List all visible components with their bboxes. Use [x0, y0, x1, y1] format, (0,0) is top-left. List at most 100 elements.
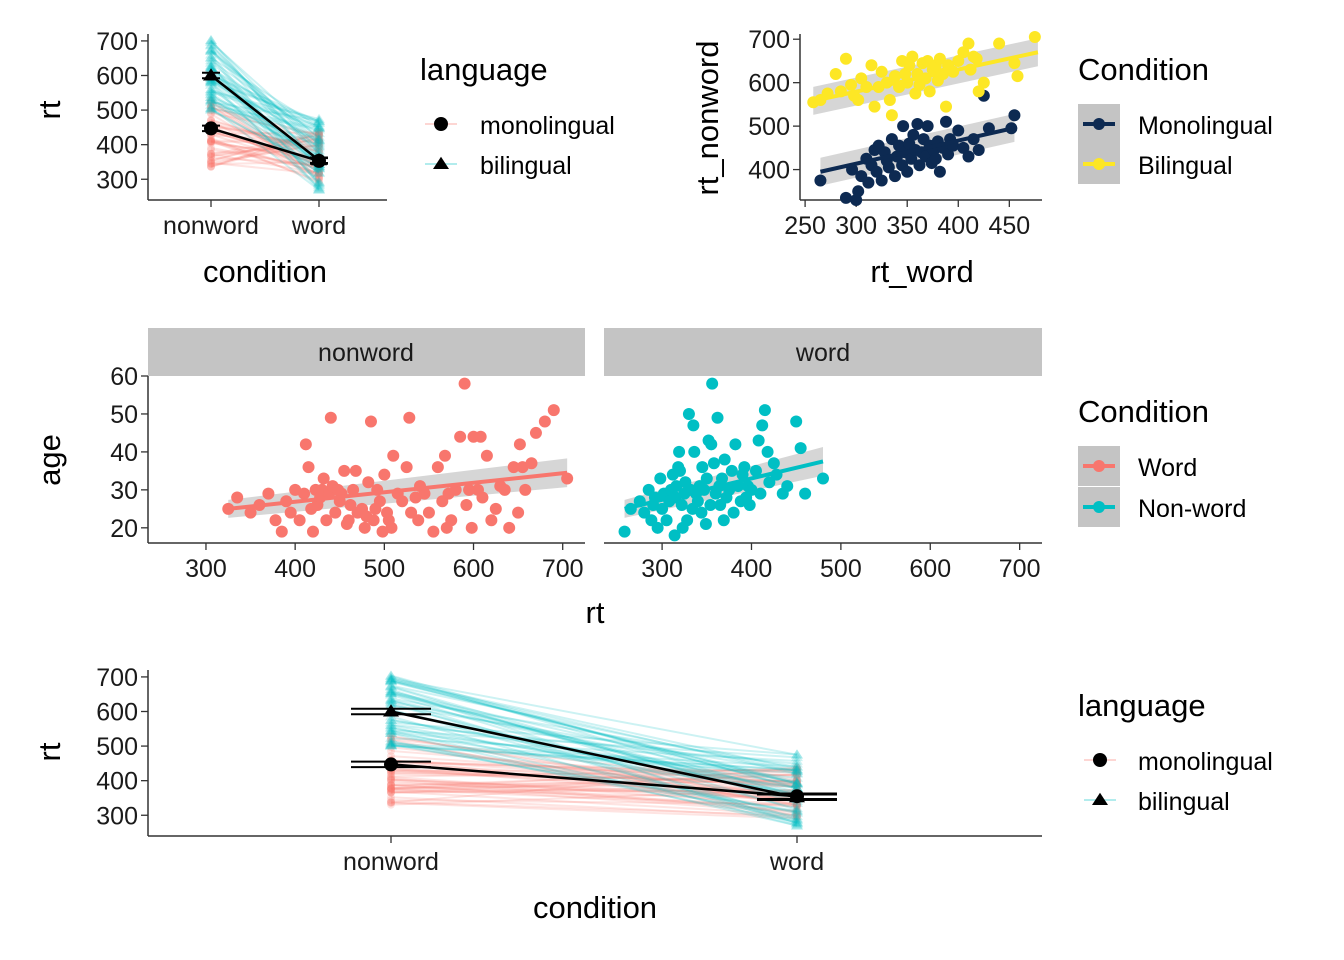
- panel-a-subject-line-monolingual: [210, 161, 320, 165]
- panel-a-subject-line-monolingual: [210, 139, 320, 142]
- panel-c-facet-nonword-point: [400, 461, 413, 474]
- panel-d-subject-point-monolingual: [387, 781, 395, 790]
- panel-a-mean-point-monolingual: [204, 121, 218, 136]
- panel-c-legend-key-point-word: [1093, 460, 1105, 472]
- panel-d-subject-point-bilingual: [385, 699, 397, 709]
- panel-d-subject-point-monolingual: [387, 774, 395, 783]
- panel-d-subject-line-bilingual: [390, 674, 798, 790]
- panel-d-subject-point-bilingual: [385, 714, 397, 724]
- panel-d-subject-point-bilingual: [385, 683, 397, 694]
- panel-d-subject-line-bilingual: [390, 744, 798, 775]
- panel-c-facet-word-point: [799, 487, 812, 500]
- panel-a-subject-line-monolingual: [210, 111, 320, 137]
- panel-a-subject-line-monolingual: [210, 109, 320, 173]
- panel-a-subject-line-monolingual: [210, 106, 320, 136]
- panel-d-subject-point-monolingual: [387, 746, 395, 755]
- panel-c-facet-nonword-x-tick-label: 300: [185, 555, 227, 583]
- panel-a-subject-point-bilingual: [205, 49, 217, 59]
- panel-a-subject-point-bilingual: [205, 104, 217, 114]
- panel-c-facet-nonword-point: [378, 468, 391, 481]
- panel-b-point-bilingual: [923, 85, 936, 98]
- panel-d-subject-point-bilingual: [385, 717, 397, 727]
- panel-d-subject-point-bilingual: [791, 761, 803, 771]
- panel-a-subject-line-bilingual: [210, 78, 320, 166]
- panel-b-point-monolingual: [1008, 109, 1021, 122]
- panel-d-subject-point-monolingual: [793, 810, 801, 819]
- panel-d-subject-point-monolingual: [387, 773, 395, 782]
- panel-d-subject-point-bilingual: [385, 680, 397, 690]
- panel-d-mean-line-bilingual: [390, 710, 798, 799]
- panel-d-subject-point-bilingual: [791, 764, 803, 774]
- panel-c-y-tick-label: 40: [110, 439, 138, 467]
- panel-d-subject-point-monolingual: [387, 775, 395, 784]
- panel-d-mean-point-bilingual: [789, 790, 805, 803]
- panel-d-subject-point-monolingual: [387, 778, 395, 787]
- panel-c-facet-nonword-point: [512, 506, 525, 519]
- panel-a-subject-line-monolingual: [210, 130, 320, 162]
- panel-d-subject-point-bilingual: [385, 725, 397, 735]
- panel-c-facet-nonword-point: [525, 457, 538, 470]
- panel-b-point-bilingual: [906, 50, 919, 63]
- panel-b-x-tick-label: 250: [784, 212, 826, 240]
- panel-d-subject-point-bilingual: [385, 672, 397, 682]
- panel-d-subject-point-monolingual: [793, 782, 801, 791]
- panel-a-subject-point-monolingual: [207, 144, 215, 153]
- panel-c-facet-nonword-point: [412, 514, 425, 527]
- panel-b-fit-line-bilingual: [812, 50, 1039, 103]
- panel-d-subject-point-bilingual: [385, 673, 397, 683]
- panel-c-y-tick-label: 60: [110, 363, 138, 391]
- panel-c-facet-word-point: [749, 464, 762, 477]
- panel-d-subject-line-monolingual: [390, 777, 798, 812]
- panel-c-facet-word-x-tick-label: 600: [909, 555, 951, 583]
- panel-a-subject-point-bilingual: [313, 136, 325, 146]
- panel-d-subject-point-bilingual: [385, 740, 397, 750]
- panel-b-point-bilingual: [933, 52, 946, 65]
- panel-d-subject-line-monolingual: [390, 799, 798, 806]
- panel-a-subject-line-bilingual: [210, 100, 320, 122]
- panel-d-subject-point-monolingual: [793, 769, 801, 778]
- panel-c-facet-nonword-point: [284, 506, 297, 519]
- panel-d-subject-point-bilingual: [791, 752, 803, 762]
- panel-d-subject-point-monolingual: [793, 800, 801, 809]
- panel-d-subject-point-monolingual: [793, 811, 801, 820]
- panel-d-subject-line-bilingual: [390, 679, 798, 775]
- panel-c-facet-word-point: [758, 404, 771, 417]
- panel-c-facet-word-fit-line: [624, 459, 824, 511]
- panel-c-facet-nonword-point: [405, 506, 418, 519]
- panel-a-legend-title: language: [420, 52, 548, 87]
- panel-b-point-bilingual: [852, 94, 865, 107]
- panel-d-subject-line-bilingual: [390, 678, 798, 771]
- panel-a-subject-point-monolingual: [207, 152, 215, 161]
- panel-b-point-bilingual: [970, 52, 983, 65]
- panel-c-legend-title: Condition: [1078, 394, 1209, 429]
- panel-d-subject-point-monolingual: [387, 735, 395, 744]
- panel-d-subject-point-monolingual: [793, 771, 801, 780]
- panel-c-x-title: rt: [586, 595, 605, 630]
- panel-d-subject-point-bilingual: [791, 776, 803, 786]
- panel-c-facet-word-x-tick-label: 300: [641, 555, 683, 583]
- panel-a-subject-line-monolingual: [210, 147, 320, 169]
- panel-a-subject-point-bilingual: [313, 127, 325, 138]
- panel-d-subject-point-bilingual: [385, 735, 397, 745]
- panel-d-subject-point-monolingual: [387, 798, 395, 807]
- panel-c-legend-label-word: Word: [1138, 454, 1197, 482]
- panel-d-legend-title: language: [1078, 688, 1206, 723]
- panel-d-subject-line-bilingual: [390, 700, 798, 784]
- panel-d-subject-point-monolingual: [387, 798, 395, 807]
- panel-c-facet-word-point: [754, 487, 767, 500]
- panel-d-subject-point-monolingual: [387, 732, 395, 741]
- panel-c-facet-word-point: [727, 506, 740, 519]
- panel-a-subject-point-bilingual: [205, 40, 217, 50]
- panel-a-subject-point-monolingual: [207, 108, 215, 117]
- panel-a-subject-point-monolingual: [315, 173, 323, 182]
- panel-d-subject-line-monolingual: [390, 784, 798, 808]
- panel-c-age-vs-rt-facets: nonword word rt age Condition Word Non-w…: [32, 328, 1246, 630]
- panel-c-facet-nonword-point: [347, 483, 360, 496]
- panel-d-subject-point-bilingual: [385, 739, 397, 749]
- panel-d-subject-point-bilingual: [385, 686, 397, 696]
- panel-d-subject-point-bilingual: [791, 767, 803, 777]
- panel-d-subject-line-monolingual: [390, 738, 798, 817]
- panel-a-subject-point-monolingual: [315, 169, 323, 178]
- panel-a-subject-line-bilingual: [210, 96, 320, 174]
- panel-b-y-tick-label: 500: [748, 113, 790, 141]
